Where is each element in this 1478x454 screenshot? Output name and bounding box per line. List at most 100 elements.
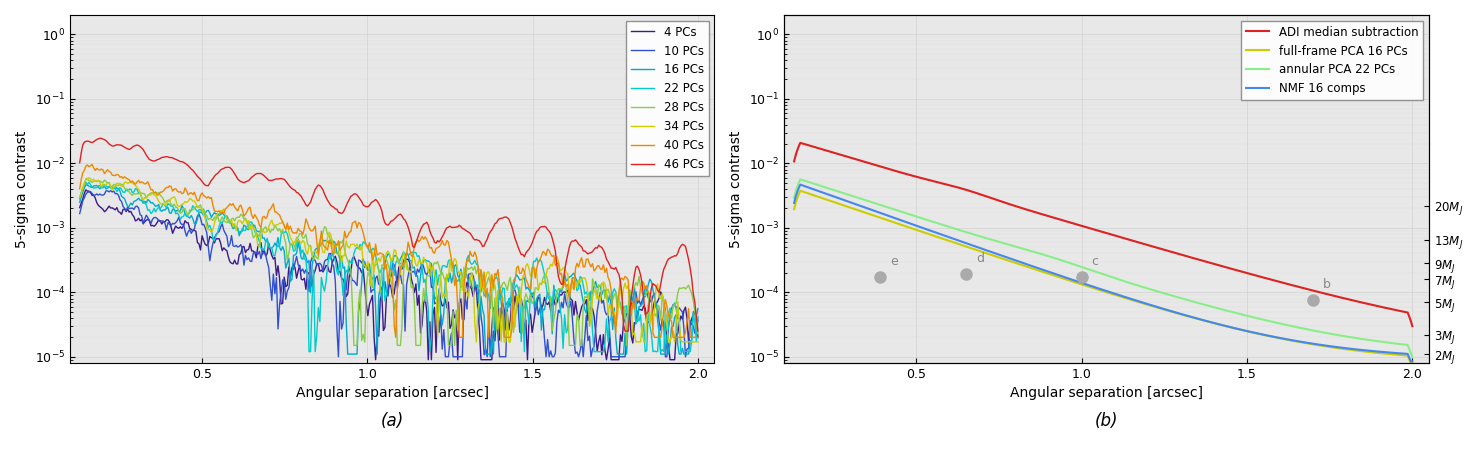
4 PCs <box>77 187 95 192</box>
22 PCs <box>319 263 337 269</box>
40 PCs <box>83 162 101 167</box>
NMF 16 comps <box>1404 359 1422 364</box>
28 PCs <box>78 176 96 182</box>
40 PCs <box>523 265 541 271</box>
34 PCs <box>467 339 485 345</box>
4 PCs <box>146 222 164 227</box>
16 PCs <box>318 237 336 243</box>
NMF 16 comps <box>862 207 879 212</box>
full-frame PCA 16 PCs <box>1032 268 1049 274</box>
40 PCs <box>273 219 291 224</box>
16 PCs <box>520 287 538 292</box>
40 PCs <box>318 245 336 250</box>
22 PCs <box>689 314 706 320</box>
Line: 34 PCs: 34 PCs <box>80 178 698 342</box>
ADI median subtraction <box>989 197 1007 203</box>
Legend: 4 PCs, 10 PCs, 16 PCs, 22 PCs, 28 PCs, 34 PCs, 40 PCs, 46 PCs: 4 PCs, 10 PCs, 16 PCs, 22 PCs, 28 PCs, 3… <box>625 21 708 176</box>
4 PCs <box>367 357 384 362</box>
ADI median subtraction <box>1233 269 1250 274</box>
Line: full-frame PCA 16 PCs: full-frame PCA 16 PCs <box>794 191 1413 363</box>
16 PCs <box>71 199 89 205</box>
16 PCs <box>338 351 356 357</box>
10 PCs <box>318 257 336 262</box>
46 PCs <box>522 243 539 249</box>
4 PCs <box>523 330 541 335</box>
46 PCs <box>616 328 634 334</box>
Text: (b): (b) <box>1095 412 1119 429</box>
10 PCs <box>102 188 120 193</box>
34 PCs <box>461 277 479 282</box>
22 PCs <box>463 262 480 267</box>
34 PCs <box>146 192 164 198</box>
NMF 16 comps <box>1403 359 1420 364</box>
NMF 16 comps <box>1032 266 1049 271</box>
22 PCs <box>77 179 95 185</box>
Line: ADI median subtraction: ADI median subtraction <box>794 143 1413 326</box>
34 PCs <box>273 219 291 224</box>
4 PCs <box>71 205 89 210</box>
ADI median subtraction <box>1404 323 1422 329</box>
ADI median subtraction <box>1032 211 1049 217</box>
full-frame PCA 16 PCs <box>989 254 1007 260</box>
full-frame PCA 16 PCs <box>1175 313 1193 318</box>
ADI median subtraction <box>785 158 803 164</box>
4 PCs <box>273 301 291 306</box>
full-frame PCA 16 PCs <box>785 207 803 212</box>
full-frame PCA 16 PCs <box>1233 327 1250 333</box>
46 PCs <box>689 328 706 334</box>
Line: 4 PCs: 4 PCs <box>80 190 698 360</box>
22 PCs <box>300 349 318 355</box>
Text: e: e <box>890 255 897 268</box>
28 PCs <box>318 225 336 231</box>
40 PCs <box>520 285 538 290</box>
10 PCs <box>273 277 291 283</box>
16 PCs <box>463 284 480 290</box>
Line: 46 PCs: 46 PCs <box>80 138 698 331</box>
Legend: ADI median subtraction, full-frame PCA 16 PCs, annular PCA 22 PCs, NMF 16 comps: ADI median subtraction, full-frame PCA 1… <box>1242 21 1423 100</box>
28 PCs <box>71 195 89 201</box>
28 PCs <box>273 227 291 232</box>
40 PCs <box>463 253 480 258</box>
Line: annular PCA 22 PCs: annular PCA 22 PCs <box>794 179 1413 357</box>
annular PCA 22 PCs <box>1032 251 1049 257</box>
annular PCA 22 PCs <box>1175 296 1193 302</box>
22 PCs <box>71 196 89 202</box>
46 PCs <box>461 231 479 236</box>
16 PCs <box>146 204 164 209</box>
22 PCs <box>520 321 538 327</box>
NMF 16 comps <box>989 251 1007 257</box>
46 PCs <box>273 176 291 182</box>
10 PCs <box>330 354 347 360</box>
X-axis label: Angular separation [arcsec]: Angular separation [arcsec] <box>1009 386 1203 400</box>
Line: 40 PCs: 40 PCs <box>80 164 698 337</box>
10 PCs <box>689 317 706 323</box>
22 PCs <box>273 229 291 235</box>
34 PCs <box>80 175 98 180</box>
annular PCA 22 PCs <box>785 195 803 201</box>
34 PCs <box>71 194 89 200</box>
Y-axis label: 5-sigma contrast: 5-sigma contrast <box>730 130 743 248</box>
ADI median subtraction <box>862 161 879 166</box>
full-frame PCA 16 PCs <box>862 212 879 217</box>
Line: 22 PCs: 22 PCs <box>80 182 698 352</box>
16 PCs <box>523 292 541 297</box>
34 PCs <box>318 242 336 247</box>
10 PCs <box>523 293 541 299</box>
4 PCs <box>520 317 538 322</box>
34 PCs <box>520 266 538 271</box>
annular PCA 22 PCs <box>791 177 808 182</box>
Text: (a): (a) <box>380 412 403 429</box>
annular PCA 22 PCs <box>1236 312 1253 318</box>
40 PCs <box>689 335 706 340</box>
annular PCA 22 PCs <box>1404 354 1422 360</box>
46 PCs <box>71 160 89 166</box>
28 PCs <box>523 301 541 306</box>
Line: 28 PCs: 28 PCs <box>80 179 698 345</box>
46 PCs <box>146 158 164 163</box>
NMF 16 comps <box>785 200 803 206</box>
ADI median subtraction <box>791 140 808 146</box>
annular PCA 22 PCs <box>1233 312 1250 317</box>
4 PCs <box>689 335 706 340</box>
22 PCs <box>146 209 164 215</box>
4 PCs <box>318 263 336 268</box>
